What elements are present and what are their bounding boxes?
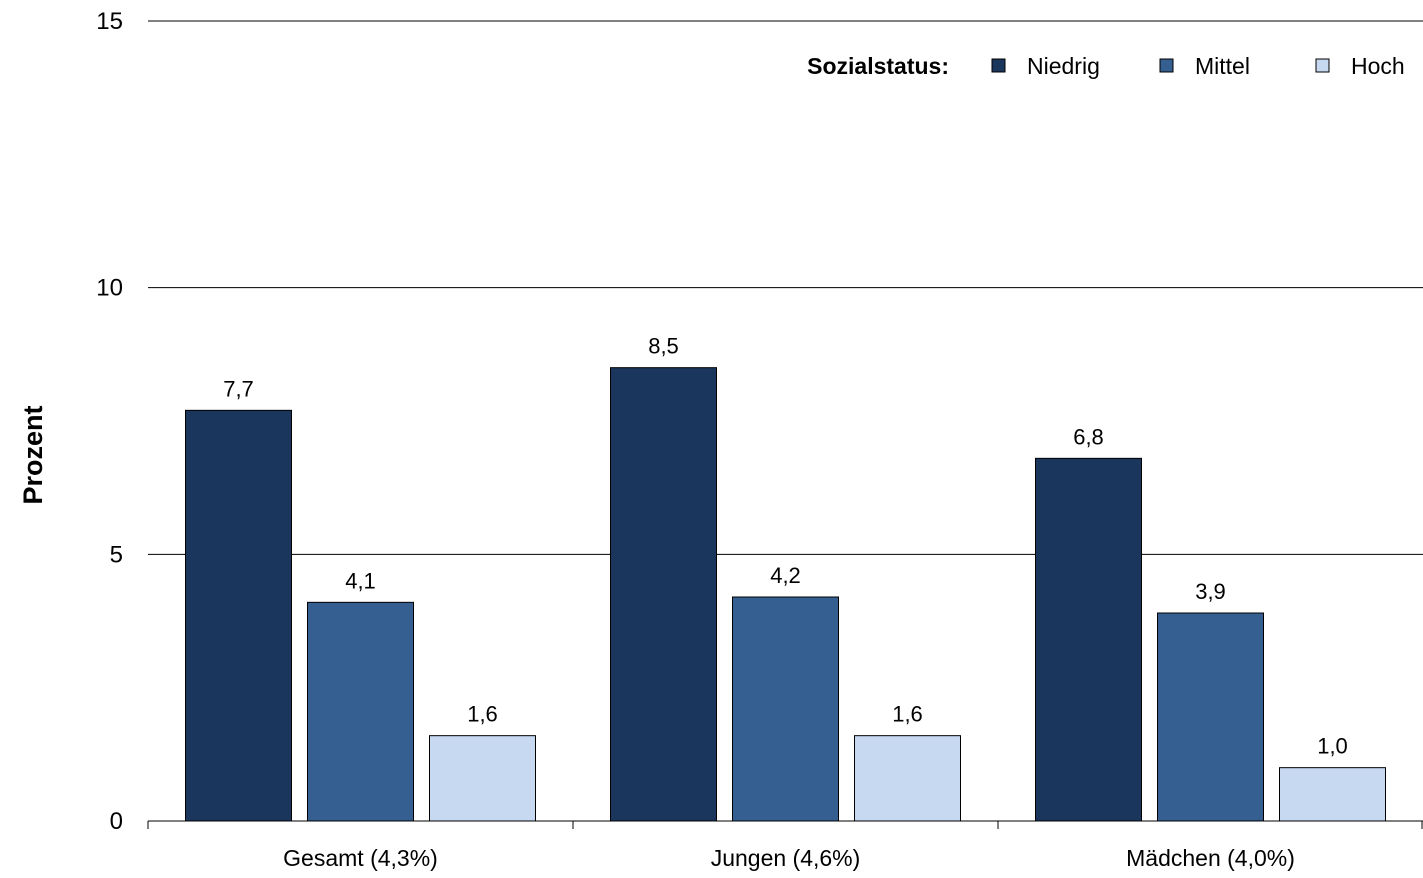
gridlines	[148, 20, 1423, 555]
bar-hoch-1	[429, 735, 536, 822]
data-label: 6,8	[1073, 424, 1104, 449]
data-label: 4,2	[770, 563, 801, 588]
category-label: Jungen (4,6%)	[711, 845, 861, 871]
bar-mittel-2	[732, 596, 839, 822]
legend: Sozialstatus: Niedrig Mittel Hoch	[807, 53, 1405, 79]
legend-label-mittel: Mittel	[1195, 53, 1250, 79]
legend-swatch-niedrig	[991, 58, 1006, 73]
data-label: 3,9	[1195, 579, 1226, 604]
data-label: 7,7	[223, 376, 254, 401]
axes	[147, 820, 1423, 829]
legend-title: Sozialstatus:	[807, 53, 949, 79]
y-tick-label: 0	[110, 808, 123, 835]
bar-mittel-1	[307, 601, 414, 822]
y-tick-label: 15	[96, 8, 123, 35]
bar-hoch-2	[854, 735, 961, 822]
category-label: Mädchen (4,0%)	[1126, 845, 1295, 871]
legend-swatch-hoch	[1315, 58, 1330, 73]
y-tick-label: 5	[110, 541, 123, 568]
legend-swatch-mittel	[1159, 58, 1174, 73]
category-label: Gesamt (4,3%)	[283, 845, 438, 871]
data-label: 1,6	[467, 702, 498, 727]
data-label: 4,1	[345, 568, 376, 593]
bars	[185, 367, 1386, 822]
bar-mittel-3	[1157, 612, 1264, 822]
legend-label-hoch: Hoch	[1351, 53, 1405, 79]
bar-niedrig-3	[1035, 457, 1142, 822]
bar-niedrig-2	[610, 367, 717, 822]
y-axis-title: Prozent	[18, 405, 48, 504]
data-label: 1,0	[1317, 734, 1348, 759]
labels: 0 5 10 15 7,7 4,1 1,6 Gesamt (4,3%) 8,5 4,2 1,6 Jun…	[18, 8, 1348, 871]
legend-label-niedrig: Niedrig	[1027, 53, 1100, 79]
data-label: 8,5	[648, 334, 679, 359]
data-label: 1,6	[892, 702, 923, 727]
bar-hoch-3	[1279, 767, 1386, 822]
y-tick-label: 10	[96, 275, 123, 302]
bar-niedrig-1	[185, 409, 292, 822]
